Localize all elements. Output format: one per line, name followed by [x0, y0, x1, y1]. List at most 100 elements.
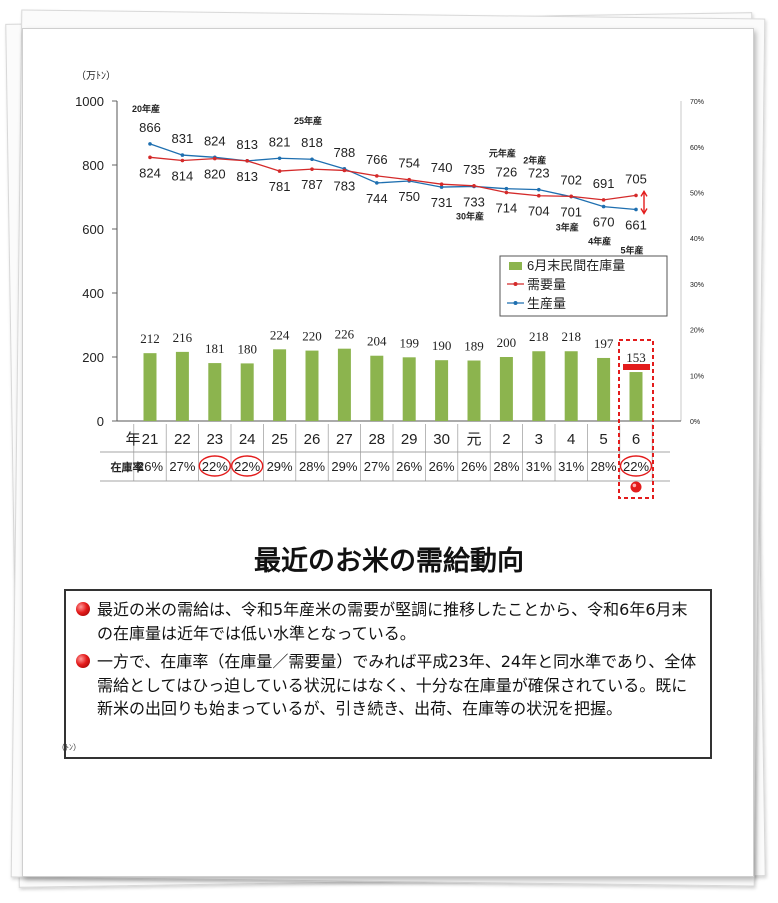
y-axis-unit: （万ﾄﾝ）	[76, 70, 116, 82]
ratio-highlight-circle	[230, 455, 264, 477]
demand-value-label: 787	[301, 177, 323, 192]
stock-ratio-value: 28%	[493, 459, 519, 474]
stock-ratio-value: 26%	[396, 459, 422, 474]
point-demand	[569, 194, 573, 199]
legend-marker-demand	[513, 282, 518, 286]
demand-value-label: 814	[172, 169, 194, 184]
stock-ratio-value: 26%	[461, 459, 487, 474]
production-value-label: 723	[528, 166, 550, 181]
production-value-label: 670	[593, 215, 615, 230]
note-text-1: 最近の米の需給は、令和5年産米の需要が堅調に推移したことから、令和6年6月末の在…	[97, 600, 688, 643]
point-demand	[277, 169, 282, 173]
bar-value-label: 153	[626, 350, 646, 365]
point-demand	[310, 167, 314, 171]
point-production	[375, 181, 379, 185]
point-production	[310, 157, 314, 162]
point-demand	[342, 168, 347, 173]
point-demand	[213, 156, 217, 161]
stock-ratio-value: 26%	[137, 459, 163, 474]
stock-ratio-value: 27%	[364, 459, 390, 474]
right-tick-label: 40%	[690, 236, 704, 243]
demand-value-label: 781	[269, 179, 291, 194]
headline: 最近のお米の需給動向	[254, 546, 524, 577]
year-label: 4	[567, 431, 575, 448]
note-text-2: 一方で、在庫率（在庫量／需要量）でみれば平成23年、24年と同水準であり、全体需…	[97, 652, 697, 718]
bar-value-label: 212	[140, 331, 160, 346]
bar-stock	[467, 360, 481, 421]
demand-value-label: 735	[463, 162, 485, 177]
demand-value-label: 740	[431, 160, 453, 175]
production-value-label: 831	[172, 131, 194, 146]
ratio-highlight-circle	[619, 455, 653, 477]
note-item-1: 最近の米の需給は、令和5年産米の需要が堅調に推移したことから、令和6年6月末の在…	[76, 598, 702, 645]
bar-value-label: 189	[464, 339, 484, 354]
line-demand	[149, 156, 637, 201]
demand-value-label: 705	[625, 171, 647, 186]
bar-value-label: 218	[561, 329, 581, 344]
production-value-label: 744	[366, 191, 388, 206]
bar-stock	[337, 348, 351, 421]
point-production	[601, 204, 606, 209]
point-demand	[537, 193, 541, 198]
point-demand	[472, 184, 476, 188]
vintage-annotation: 5年産	[620, 244, 643, 255]
bar-value-label: 200	[497, 335, 517, 350]
point-demand	[634, 193, 638, 198]
point-production	[439, 185, 444, 189]
ratio-header: 在庫率	[111, 460, 144, 474]
demand-value-label: 702	[560, 172, 582, 187]
production-value-label: 731	[431, 195, 453, 210]
bar-stock	[240, 363, 254, 421]
latest-year-highlight-box	[618, 339, 654, 499]
gap-arrow-head-top	[640, 190, 648, 197]
year-label: 29	[401, 431, 418, 448]
vintage-annotation: 2年産	[523, 155, 546, 166]
bar-value-label: 216	[173, 330, 193, 345]
legend-label-demand: 需要量	[527, 277, 566, 292]
bar-value-label: 224	[270, 327, 290, 342]
stock-ratio-value: 26%	[429, 459, 455, 474]
bar-value-label: 226	[335, 327, 355, 342]
demand-value-label: 691	[593, 176, 615, 191]
point-demand	[375, 174, 379, 178]
right-tick-label: 50%	[690, 191, 704, 198]
stock-ratio-value: 29%	[331, 459, 357, 474]
production-value-label: 824	[204, 133, 226, 148]
bar-stock	[564, 351, 578, 421]
production-value-label: 733	[463, 194, 485, 209]
bar-value-label: 218	[529, 329, 549, 344]
point-demand	[439, 182, 444, 186]
stock-ratio-value: 28%	[591, 459, 617, 474]
bar-value-label: 220	[302, 329, 322, 344]
production-value-label: 818	[301, 135, 323, 150]
year-label: 27	[336, 431, 353, 448]
demand-value-label: 820	[204, 167, 226, 182]
right-tick-label: 70%	[690, 99, 704, 106]
vintage-annotation: 20年産	[132, 103, 160, 114]
bar-value-label: 204	[367, 334, 387, 349]
production-value-label: 701	[560, 205, 582, 220]
bar-stock	[435, 360, 449, 421]
demand-value-label: 783	[334, 178, 356, 193]
right-tick-label: 30%	[690, 282, 704, 289]
vintage-annotation: 25年産	[294, 115, 322, 126]
year-label: 24	[239, 431, 256, 448]
year-label: 28	[368, 431, 385, 448]
stock-ratio-value: 28%	[299, 459, 325, 474]
stray-unit-label: （ﾄﾝ）	[57, 743, 81, 752]
year-label: 22	[174, 431, 191, 448]
y-tick-label: 1000	[75, 94, 104, 109]
demand-value-label: 824	[139, 165, 161, 180]
bar-stock	[175, 351, 189, 421]
y-tick-label: 600	[82, 222, 104, 237]
production-value-label: 750	[398, 189, 420, 204]
point-demand	[180, 158, 185, 163]
stock-ratio-value: 22%	[234, 459, 260, 474]
year-label: 26	[304, 431, 321, 448]
year-label: 5	[599, 431, 607, 448]
bar-stock	[532, 351, 546, 421]
bar-stock	[597, 357, 611, 421]
bar-value-label: 180	[237, 341, 257, 356]
bar-stock	[208, 363, 222, 421]
